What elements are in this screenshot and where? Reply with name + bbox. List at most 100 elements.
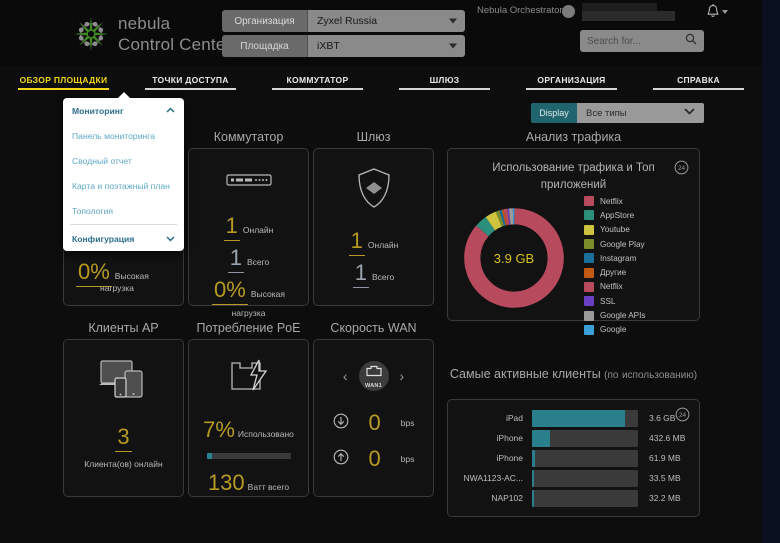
client-usage-row[interactable]: iPad 3.6 GB — [448, 409, 699, 427]
display-filter-value[interactable]: Все типы — [577, 103, 704, 123]
chevron-left-icon[interactable]: ‹ — [342, 368, 348, 384]
tab-access-points[interactable]: ТОЧКИ ДОСТУПА — [127, 66, 254, 94]
legend-item[interactable]: Google APIs — [584, 308, 646, 322]
switch-card[interactable]: 1 Онлайн 1 Всего 0% Высокая нагрузка — [188, 148, 309, 318]
legend-item[interactable]: Другие — [584, 265, 646, 279]
notification-bell-icon[interactable] — [706, 4, 720, 19]
client-usage-value: 33.5 MB — [649, 473, 681, 483]
24h-clock-icon[interactable]: 24 — [674, 160, 689, 175]
tab-label: ОБЗОР ПЛОЩАДКИ — [19, 75, 108, 85]
client-usage-row[interactable]: iPhone 432.6 MB — [448, 429, 699, 447]
switch-device-icon — [225, 172, 272, 193]
ap-clients-value: 3 — [115, 424, 132, 452]
svg-text:24: 24 — [679, 412, 687, 419]
chevron-down-icon — [449, 18, 457, 24]
tab-gateway[interactable]: ШЛЮЗ — [381, 66, 508, 94]
chevron-right-icon[interactable]: › — [399, 368, 405, 384]
switch-high-load-label: Высокая — [250, 289, 285, 299]
legend-item[interactable]: AppStore — [584, 208, 646, 222]
poe-percent-value: 7% — [203, 417, 235, 442]
tab-organization[interactable]: ОРГАНИЗАЦИЯ — [508, 66, 635, 94]
24h-clock-icon[interactable]: 24 — [675, 407, 690, 422]
gateway-card[interactable]: 1 Онлайн 1 Всего — [313, 148, 434, 306]
legend-item[interactable]: Google — [584, 323, 646, 337]
client-name: iPhone — [496, 433, 523, 443]
switch-high-load-label-2: нагрузка — [231, 308, 266, 318]
brand-line-2: Control Center — [118, 35, 232, 54]
legend-swatch — [584, 267, 594, 278]
tab-underline — [17, 87, 110, 90]
menu-section-label: Мониторинг — [72, 105, 124, 116]
ap-high-load-value: 0% — [76, 259, 112, 287]
client-name: iPad — [505, 413, 523, 423]
switch-total-value: 1 — [227, 245, 244, 273]
poe-port-icon — [228, 357, 270, 400]
shield-gateway-icon — [356, 167, 392, 214]
organization-value-text: Zyxel Russia — [317, 15, 378, 27]
chevron-down-icon — [449, 43, 457, 49]
client-usage-row[interactable]: NWA1123-AC... 33.5 MB — [448, 469, 699, 487]
tab-switch[interactable]: КОММУТАТОР — [254, 66, 381, 94]
switch-card-title: Коммутатор — [213, 130, 284, 144]
ap-clients-card[interactable]: 3 Клиента(ов) онлайн — [63, 339, 184, 497]
legend-item[interactable]: Netflix — [584, 194, 646, 208]
wan-card-title: Скорость WAN — [330, 321, 417, 335]
search-input[interactable] — [587, 35, 685, 47]
legend-label: Google APIs — [600, 311, 646, 321]
legend-item[interactable]: Youtube — [584, 223, 646, 237]
wan-port-selector[interactable]: WAN1 — [358, 361, 389, 391]
legend-item[interactable]: Netflix — [584, 280, 646, 294]
chevron-down-icon[interactable] — [722, 10, 728, 14]
legend-item[interactable]: SSL — [584, 294, 646, 308]
orchestrator-toggle[interactable] — [562, 5, 575, 18]
gateway-card-title: Шлюз — [356, 130, 391, 144]
legend-label: Другие — [600, 268, 627, 278]
site-label: Площадка — [222, 35, 308, 57]
menu-item-topology[interactable]: Топология — [63, 198, 184, 223]
tab-site-overview[interactable]: ОБЗОР ПЛОЩАДКИ — [0, 66, 127, 94]
traffic-donut-chart — [464, 208, 564, 308]
traffic-section-title: Анализ трафика — [525, 130, 622, 144]
organization-value[interactable]: Zyxel Russia — [308, 10, 465, 32]
tab-underline — [271, 88, 364, 90]
menu-item-summary-report[interactable]: Сводный отчет — [63, 148, 184, 173]
menu-item-map-floor-plan[interactable]: Карта и поэтажный план — [63, 173, 184, 198]
tab-label: ТОЧКИ ДОСТУПА — [152, 75, 229, 85]
legend-label: Google Play — [600, 239, 645, 249]
site-value-text: iXBT — [317, 40, 340, 52]
client-usage-fill — [532, 469, 535, 487]
wan-port-icon — [365, 364, 382, 382]
wan-card[interactable]: ‹ WAN1 › — [313, 339, 434, 497]
legend-swatch — [584, 310, 594, 321]
client-usage-bar — [532, 489, 638, 507]
download-arrow-icon — [333, 413, 349, 434]
active-clients-title: Самые активные клиенты (по использованию… — [447, 366, 700, 384]
client-usage-row[interactable]: iPhone 61.9 MB — [448, 449, 699, 467]
client-usage-fill — [532, 429, 551, 447]
switch-total-label: Всего — [246, 257, 270, 267]
organization-selector[interactable]: Организация Zyxel Russia — [222, 10, 465, 32]
client-usage-fill — [532, 409, 626, 427]
menu-item-dashboard[interactable]: Панель мониторинга — [63, 123, 184, 148]
client-usage-row[interactable]: NAP102 32.2 MB — [448, 489, 699, 507]
legend-item[interactable]: Google Play — [584, 237, 646, 251]
poe-card[interactable]: 7% Использовано 130 Ватт всего — [188, 339, 309, 497]
active-clients-title-suffix: (по — [604, 370, 619, 381]
gateway-total-label: Всего — [371, 272, 395, 282]
search-icon[interactable] — [685, 32, 697, 50]
legend-item[interactable]: Instagram — [584, 251, 646, 265]
display-filter-value-text: Все типы — [586, 107, 627, 119]
menu-item-label: Панель мониторинга — [72, 130, 155, 141]
site-selector[interactable]: Площадка iXBT — [222, 35, 465, 57]
monitoring-dropdown-menu: Мониторинг Панель мониторинга Сводный от… — [63, 98, 184, 251]
display-type-filter[interactable]: Display Все типы — [531, 103, 704, 123]
menu-pointer-arrow — [115, 92, 133, 101]
site-value[interactable]: iXBT — [308, 35, 465, 57]
menu-section-configuration[interactable]: Конфигурация — [63, 226, 184, 251]
search-box[interactable] — [580, 30, 704, 52]
legend-swatch — [584, 281, 594, 292]
menu-section-label: Конфигурация — [72, 233, 135, 244]
client-usage-bar — [532, 449, 638, 467]
menu-section-monitoring[interactable]: Мониторинг — [63, 98, 184, 123]
tab-help[interactable]: СПРАВКА — [635, 66, 762, 94]
